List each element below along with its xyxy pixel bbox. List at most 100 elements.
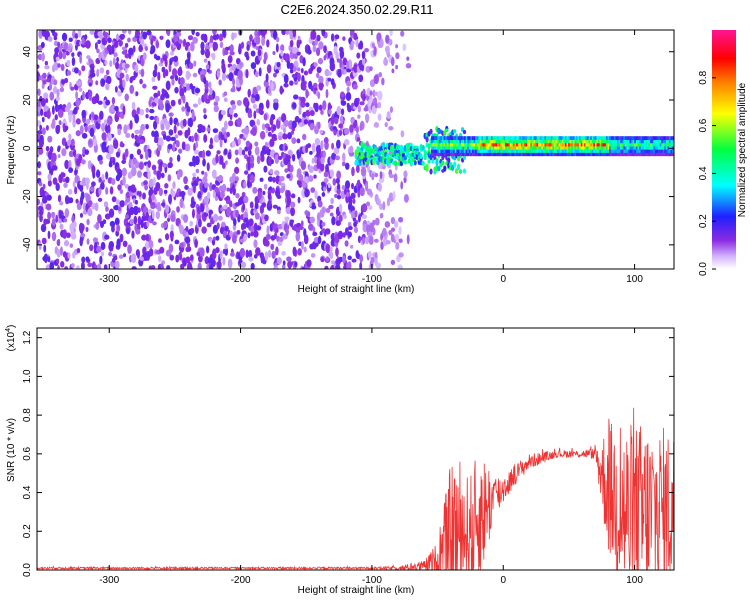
spectrogram-cell (631, 145, 634, 150)
spectrogram-cell (200, 203, 205, 213)
spectrogram-cell (583, 139, 587, 144)
spectrogram-cell (338, 129, 343, 136)
spectrogram-cell (81, 256, 86, 263)
spectrogram-cell (508, 136, 511, 141)
spectrogram-cell (525, 145, 528, 150)
spectrogram-cell (379, 171, 383, 180)
spectrogram-cell (484, 145, 487, 150)
spectrogram-cell (73, 149, 77, 158)
spectrogram-cell (185, 256, 191, 264)
spectrogram-cell (139, 128, 144, 135)
spectrogram-cell (277, 209, 281, 215)
spectrogram-cell (544, 142, 547, 147)
spectrogram-cell (327, 182, 331, 189)
spectrogram-cell (434, 152, 437, 157)
spectrogram-cell (465, 142, 468, 147)
spectrogram-cell (93, 114, 99, 121)
spectrogram-cell (54, 114, 58, 121)
spectrogram-cell (568, 145, 571, 150)
spectrogram-cell (550, 149, 554, 153)
spectrogram-cell (289, 80, 294, 86)
spectrogram-cell (635, 142, 639, 147)
spectrogram-cell (471, 149, 475, 153)
spectrogram-cell (272, 124, 277, 132)
spectrogram-cell (501, 152, 505, 157)
spectrogram-cell (665, 139, 669, 144)
spectrogram-cell (569, 139, 572, 144)
spectrogram-cell (471, 142, 475, 147)
spectrogram-cell (79, 183, 84, 192)
spectrogram-cell (272, 50, 276, 56)
spectrogram-cell (386, 111, 391, 120)
spectrogram-cell (142, 247, 147, 253)
spectrogram-cell (468, 136, 472, 141)
spectrogram-cell (442, 145, 445, 150)
spectrogram-cell (494, 149, 497, 153)
spectrogram-cell (475, 139, 478, 144)
spectrogram-cell (97, 39, 101, 45)
spectrogram-cell (616, 142, 620, 147)
spectrogram-cell (538, 136, 541, 141)
spectrogram-cell (271, 250, 276, 259)
spectrogram-cell (55, 124, 61, 135)
spectrogram-cell (406, 234, 410, 245)
spectrogram-cell (68, 167, 74, 173)
spectrogram-cell (453, 149, 456, 153)
spectrogram-cell (670, 149, 673, 153)
spectrogram-cell (71, 263, 75, 268)
spectrogram-cell (296, 51, 301, 56)
spectrogram-cell (557, 139, 560, 144)
spectrogram-cell (440, 136, 443, 141)
spectrogram-cell (344, 180, 351, 190)
spectrogram-cell (273, 98, 279, 103)
spectrogram-cell (55, 95, 60, 102)
spectrogram-cell (310, 31, 314, 40)
spectrogram-cell (314, 190, 318, 200)
spectrogram-cell (261, 123, 266, 131)
spectrogram-cell (338, 203, 343, 213)
snr-scale-exp: 4 (5, 328, 12, 332)
spectrogram-cell (191, 135, 195, 143)
spectrogram-cell (308, 175, 314, 182)
spectrogram-cell (41, 127, 46, 135)
spectrogram-cell (635, 136, 639, 141)
spectrogram-cell (661, 139, 664, 144)
spectrogram-cell (558, 149, 561, 153)
spectrogram-cell (607, 145, 610, 150)
spectrogram-cell (99, 110, 104, 120)
spectrogram-cell (318, 104, 323, 111)
colorbar-gradient (712, 30, 736, 269)
spectrogram-cell (464, 149, 467, 153)
spectrogram-cell (76, 80, 82, 87)
spectrogram-cell (169, 254, 175, 261)
spectrogram-cell (594, 139, 598, 144)
spectrogram-cell (60, 172, 66, 178)
spectrogram-cell (185, 70, 191, 81)
spectrogram-cell (468, 139, 472, 144)
spectrogram-cell (448, 152, 451, 157)
spectrogram-cell (604, 149, 607, 153)
spectrogram-cell (51, 231, 57, 242)
spectrogram-cell (580, 149, 583, 153)
spectrogram-cell (243, 233, 248, 242)
spectrogram-cell (252, 87, 258, 96)
spectrogram-cell (445, 142, 448, 147)
spectrogram-cell (84, 177, 90, 186)
spectrogram-cell (520, 145, 524, 150)
spectrogram-cell (107, 37, 112, 44)
spectrogram-cell (66, 59, 71, 67)
spectrogram-cell (68, 113, 72, 123)
spectrogram-cell (371, 172, 375, 181)
spectrogram-cell (618, 149, 621, 153)
spectrogram-cell (167, 30, 171, 37)
spectrogram-cell (123, 253, 127, 258)
snr-frame (36, 327, 675, 571)
spectrogram-cell (547, 139, 550, 144)
spectrogram-cell (552, 139, 555, 144)
spectrogram-cell (596, 145, 599, 150)
spectrogram-cell (602, 145, 606, 150)
spectrogram-cell (222, 256, 226, 266)
spectrogram-cell (517, 145, 520, 150)
spectrogram-cell (166, 94, 170, 99)
spectrogram-cell (479, 136, 483, 141)
